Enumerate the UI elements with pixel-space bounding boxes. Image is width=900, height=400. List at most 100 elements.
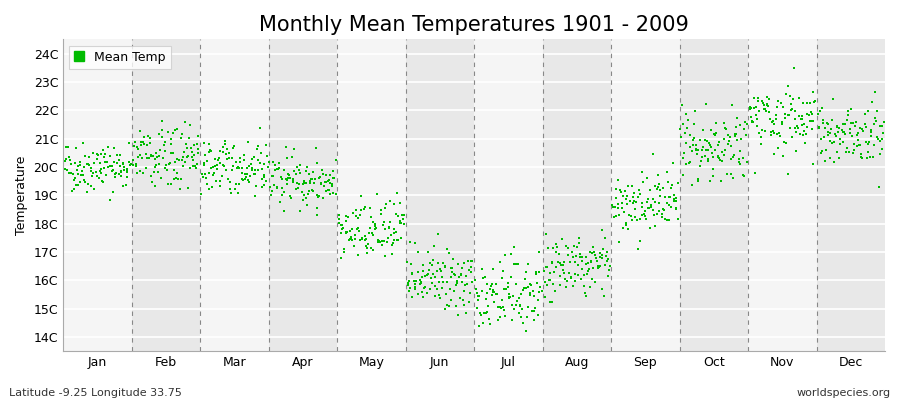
Point (492, 259, 507, 266)
Point (106, 189, 121, 196)
Point (787, 65, 801, 71)
Point (480, 281, 494, 288)
Point (444, 274, 458, 281)
Point (598, 292, 612, 299)
Point (120, 169, 134, 176)
Point (871, 184, 886, 190)
Point (680, 116, 695, 123)
Point (756, 106, 770, 112)
Point (374, 207, 388, 213)
Point (563, 274, 578, 280)
Point (755, 127, 770, 134)
Point (176, 162, 191, 169)
Point (777, 138, 791, 145)
Point (497, 307, 511, 313)
Point (594, 286, 608, 292)
Point (464, 258, 479, 264)
Point (776, 152, 790, 159)
Point (171, 175, 185, 182)
Point (353, 237, 367, 243)
Point (81, 181, 95, 187)
Point (459, 273, 473, 280)
Point (540, 282, 554, 288)
Point (442, 302, 456, 309)
Point (454, 278, 469, 285)
Point (175, 134, 189, 141)
Point (532, 248, 546, 255)
Point (97, 165, 112, 171)
Point (797, 121, 812, 128)
Point (332, 216, 347, 222)
Point (616, 192, 630, 199)
Point (73, 159, 87, 165)
Point (782, 93, 796, 99)
Point (537, 278, 552, 285)
Point (625, 216, 639, 223)
Point (796, 132, 811, 138)
Point (615, 200, 629, 206)
Point (400, 259, 415, 265)
Point (665, 182, 680, 188)
Point (584, 259, 598, 265)
Point (169, 126, 184, 132)
Point (724, 170, 739, 177)
Point (572, 251, 587, 258)
Point (642, 205, 656, 212)
Point (814, 148, 829, 154)
Point (702, 142, 716, 149)
Point (802, 112, 816, 118)
Point (532, 289, 546, 295)
Point (607, 214, 621, 221)
Point (513, 302, 527, 308)
Point (501, 295, 516, 301)
Point (312, 193, 327, 199)
Point (618, 220, 633, 226)
Point (96, 146, 111, 153)
Point (559, 284, 573, 290)
Point (144, 173, 158, 180)
Point (706, 173, 721, 179)
Point (128, 139, 142, 145)
Point (774, 119, 788, 126)
Point (554, 282, 568, 288)
Point (496, 286, 510, 292)
Point (306, 188, 320, 194)
Point (296, 192, 310, 199)
Point (712, 138, 726, 145)
Point (837, 129, 851, 136)
Point (387, 237, 401, 243)
Point (779, 90, 794, 97)
Point (539, 231, 554, 237)
Point (621, 226, 635, 232)
Point (680, 161, 694, 168)
Point (544, 276, 558, 283)
Point (220, 146, 234, 153)
Point (544, 258, 559, 265)
Point (360, 250, 374, 256)
Point (272, 160, 286, 166)
Point (816, 116, 831, 123)
Point (183, 122, 197, 129)
Point (804, 108, 818, 115)
Point (689, 151, 704, 157)
Point (212, 178, 227, 184)
Point (270, 166, 284, 172)
Point (198, 171, 212, 178)
Point (793, 131, 807, 137)
Point (275, 176, 290, 182)
Point (274, 199, 288, 205)
Point (280, 170, 294, 177)
Point (493, 304, 508, 310)
Point (86, 150, 100, 157)
Point (339, 230, 354, 236)
Point (778, 114, 793, 121)
Point (270, 185, 284, 191)
Point (555, 266, 570, 273)
Point (292, 167, 306, 173)
Point (351, 225, 365, 231)
Point (253, 150, 267, 156)
Text: Latitude -9.25 Longitude 33.75: Latitude -9.25 Longitude 33.75 (9, 388, 182, 398)
Point (463, 299, 477, 305)
Point (682, 160, 697, 166)
Point (239, 165, 254, 172)
